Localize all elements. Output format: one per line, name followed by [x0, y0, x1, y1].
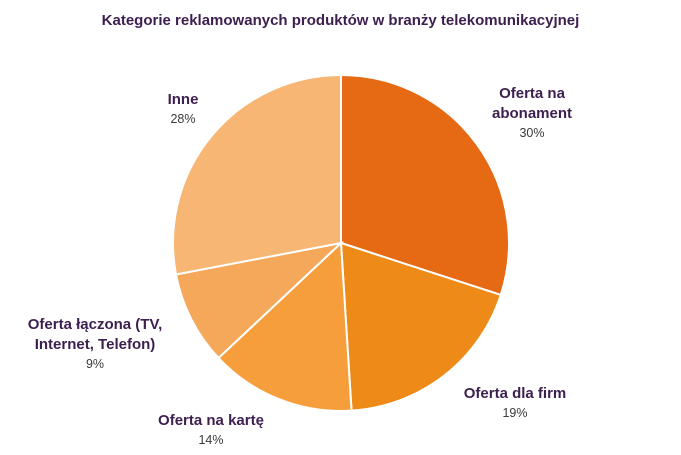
- pie-slice: [174, 241, 345, 360]
- pie-slice: [172, 73, 342, 276]
- slice-label: abonament: [492, 105, 572, 122]
- slice-value-label: 30%: [519, 126, 544, 140]
- slice-label: Internet, Telefon): [35, 336, 156, 353]
- pie-slice: [339, 241, 503, 412]
- slice-value-label: 9%: [86, 357, 104, 371]
- slice-label: Oferta dla firm: [464, 385, 567, 402]
- chart-title: Kategorie reklamowanych produktów w bran…: [101, 12, 580, 29]
- slice-label: Oferta na: [499, 85, 566, 102]
- slice-label: Inne: [168, 91, 199, 108]
- slice-label: Oferta łączona (TV,: [28, 316, 163, 333]
- slice-label: Oferta na kartę: [158, 412, 264, 429]
- pie-slice: [340, 73, 510, 297]
- pie-slice: [217, 240, 353, 412]
- slice-value-label: 14%: [198, 433, 223, 447]
- slice-value-label: 19%: [502, 406, 527, 420]
- slice-value-label: 28%: [170, 112, 195, 126]
